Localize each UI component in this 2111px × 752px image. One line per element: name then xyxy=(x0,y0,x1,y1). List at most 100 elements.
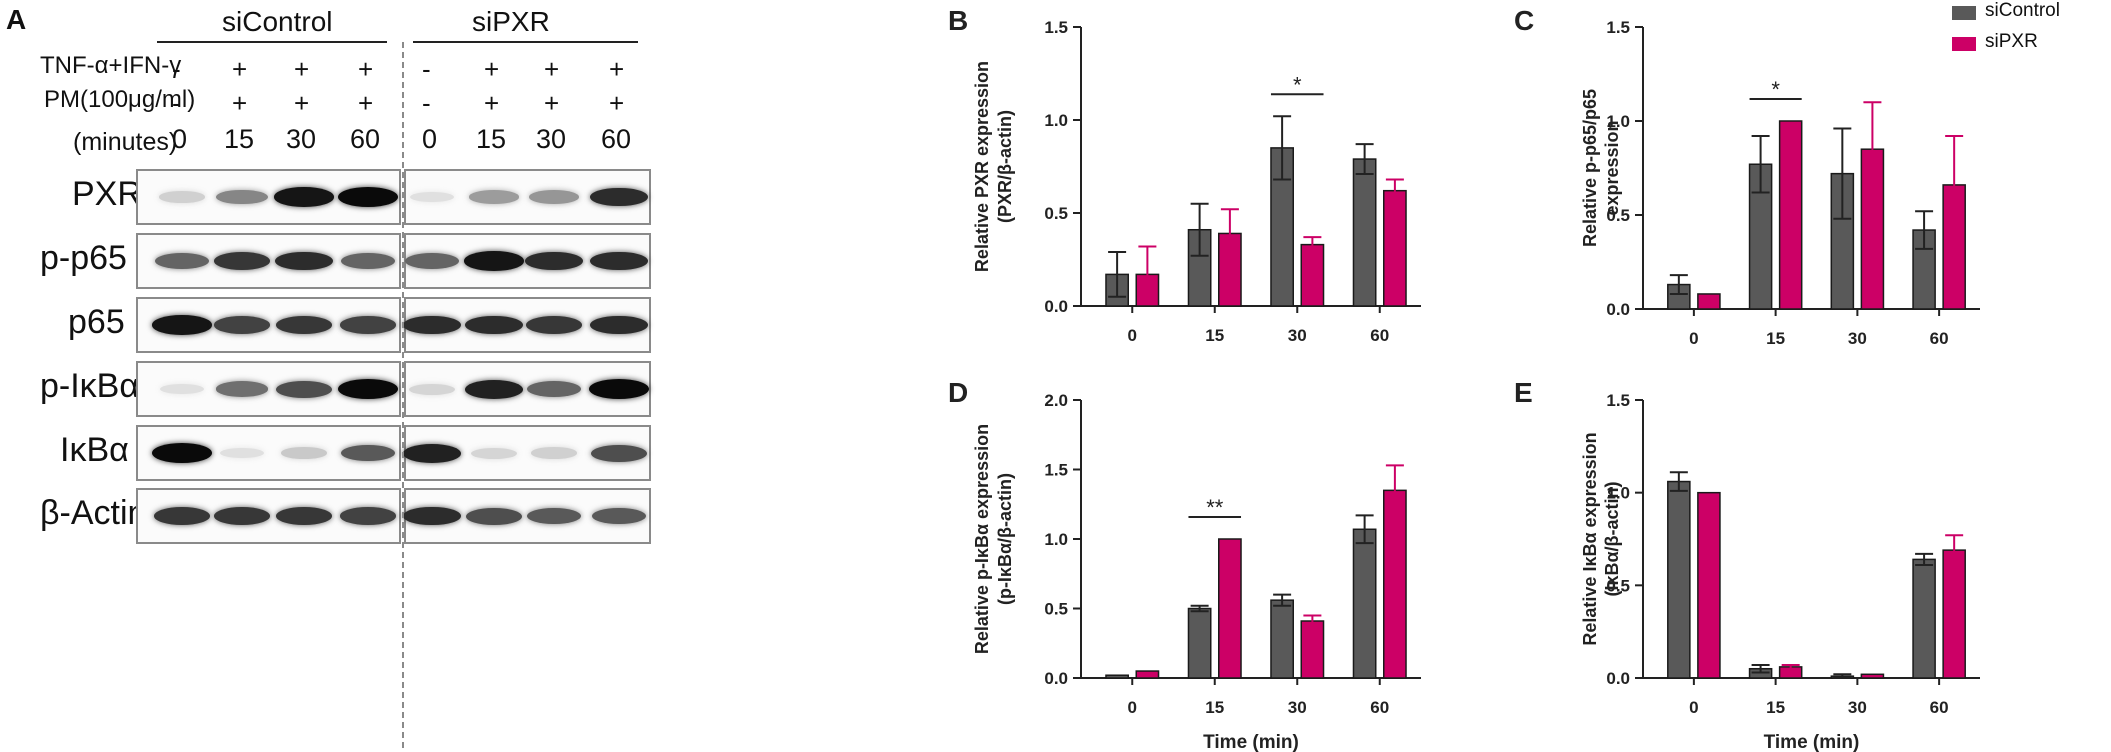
blot-band xyxy=(528,190,580,204)
bar-sipxr xyxy=(1135,670,1160,679)
bar-sipxr xyxy=(1218,538,1242,679)
minutes-label: (minutes) xyxy=(73,128,178,156)
minute-label: 15 xyxy=(476,124,507,154)
bar-sipxr xyxy=(1778,120,1803,310)
blot-band xyxy=(466,507,522,525)
blot-label: PXR xyxy=(72,175,142,213)
x-axis-label: Time (min) xyxy=(1764,732,1860,752)
blot-band xyxy=(526,507,582,525)
blot-band xyxy=(275,251,333,271)
treatment-mark: + xyxy=(232,88,248,118)
blot-label: p-IκBα xyxy=(40,367,140,405)
minute-label: 15 xyxy=(224,124,255,154)
blot-band xyxy=(153,507,211,525)
blot-band xyxy=(464,251,524,271)
y-axis-label: Relative p-IκBα expression xyxy=(972,424,992,654)
blot-band xyxy=(152,315,212,335)
blot-band xyxy=(464,379,524,399)
blot-band xyxy=(590,315,648,335)
blot-band xyxy=(591,507,647,525)
minute-label: 60 xyxy=(601,124,632,154)
bar-sipxr xyxy=(1860,673,1885,679)
y-tick-label: 0.0 xyxy=(1044,669,1068,688)
group-label-sipxr: siPXR xyxy=(472,6,550,37)
y-axis-label: (IκBα/β-actin) xyxy=(1602,481,1622,596)
blot-band xyxy=(469,190,519,204)
blot-band xyxy=(531,447,577,459)
blot-band xyxy=(341,253,395,269)
group-label-sicontrol: siControl xyxy=(222,6,333,37)
blot-label: p-p65 xyxy=(40,239,127,277)
blot-band xyxy=(159,383,205,395)
bar-sipxr xyxy=(1383,189,1407,307)
blot-band xyxy=(591,444,647,462)
panel-letter: B xyxy=(948,5,968,36)
blot-label: IκBα xyxy=(60,431,129,469)
significance-mark: * xyxy=(1771,77,1780,102)
treatment-mark: + xyxy=(294,88,310,118)
treatment-mark: + xyxy=(609,54,625,84)
treatment-mark: - xyxy=(172,88,181,118)
blot-band xyxy=(340,507,396,525)
minute-label: 30 xyxy=(286,124,317,154)
treatment-mark: + xyxy=(544,54,560,84)
blot-band xyxy=(589,379,649,399)
blot-band xyxy=(590,251,648,271)
y-tick-label: 1.0 xyxy=(1606,112,1630,131)
x-tick-label: 15 xyxy=(1766,329,1785,348)
bar-sicontrol xyxy=(1187,607,1212,679)
x-axis-label: Time (min) xyxy=(1203,732,1299,752)
x-tick-label: 30 xyxy=(1848,698,1867,717)
blot-band xyxy=(275,507,333,525)
y-tick-label: 0.5 xyxy=(1606,206,1630,225)
x-tick-label: 15 xyxy=(1205,326,1224,345)
blot-band xyxy=(471,447,517,459)
bar-sicontrol xyxy=(1105,674,1129,679)
blot-label: p65 xyxy=(68,303,125,341)
bar-sicontrol xyxy=(1352,528,1377,679)
treatment-label-cytokines: TNF-α+IFN-γ xyxy=(40,52,182,79)
blot-band xyxy=(525,251,583,271)
blot-band xyxy=(409,191,455,203)
blot-band xyxy=(276,380,332,398)
blot-band xyxy=(213,252,271,270)
blot-band xyxy=(219,447,265,459)
significance-mark: * xyxy=(1293,72,1302,97)
blot-band xyxy=(338,187,398,207)
x-tick-label: 0 xyxy=(1689,329,1698,348)
x-tick-label: 0 xyxy=(1128,326,1137,345)
blot-band xyxy=(216,189,268,205)
bar-sipxr xyxy=(1300,243,1325,307)
blot-band xyxy=(465,315,523,335)
y-tick-label: 0.5 xyxy=(1606,576,1630,595)
blot-band xyxy=(215,381,269,397)
bar-sipxr xyxy=(1300,620,1325,679)
y-tick-label: 1.5 xyxy=(1606,391,1630,410)
x-tick-label: 30 xyxy=(1848,329,1867,348)
treatment-mark: + xyxy=(609,88,625,118)
y-tick-label: 2.0 xyxy=(1044,391,1068,410)
bar-sipxr xyxy=(1942,549,1966,679)
blot-band xyxy=(402,443,462,463)
x-tick-label: 60 xyxy=(1930,698,1949,717)
blot-band xyxy=(405,253,459,269)
x-tick-label: 15 xyxy=(1766,698,1785,717)
y-tick-label: 0.0 xyxy=(1044,297,1068,316)
blot-band xyxy=(527,381,581,397)
minute-label: 60 xyxy=(350,124,381,154)
group-underline-sipxr xyxy=(413,41,638,43)
treatment-mark: + xyxy=(484,88,500,118)
bar-sicontrol xyxy=(1352,158,1377,307)
blot-band xyxy=(403,506,461,526)
blot-band xyxy=(274,187,334,207)
minute-label: 30 xyxy=(536,124,567,154)
treatment-mark: - xyxy=(172,54,181,84)
bar-sipxr xyxy=(1697,491,1721,679)
x-tick-label: 60 xyxy=(1930,329,1949,348)
y-axis-label: Relative p-p65/p65 xyxy=(1580,89,1600,247)
blot-band xyxy=(159,191,205,203)
y-tick-label: 1.5 xyxy=(1044,461,1068,480)
panel-letter: C xyxy=(1514,5,1534,36)
x-tick-label: 60 xyxy=(1370,326,1389,345)
x-tick-label: 0 xyxy=(1128,698,1137,717)
